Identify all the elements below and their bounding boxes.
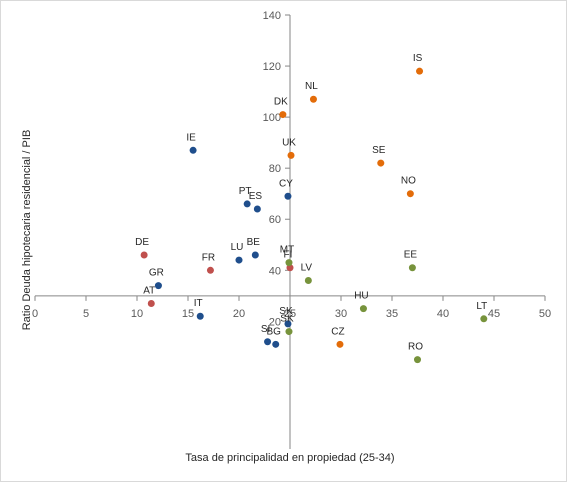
x-axis-title: Tasa de principalidad en propiedad (25-3… [185, 452, 394, 464]
data-point-lt [480, 315, 488, 323]
point-label-lt: LT [476, 301, 487, 312]
y-tick-label: 60 [269, 214, 281, 226]
data-point-ie [189, 146, 197, 154]
point-label-uk: UK [282, 137, 296, 148]
x-tick-label: 50 [539, 308, 551, 320]
x-tick-label: 40 [437, 308, 449, 320]
data-point-dk [279, 111, 287, 119]
point-label-fi: FI [284, 250, 293, 261]
y-tick-label: 20 [269, 316, 281, 328]
point-label-at: AT [143, 285, 155, 296]
data-point-si [264, 338, 272, 346]
x-tick-label: 35 [386, 308, 398, 320]
x-tick-label: 5 [83, 308, 89, 320]
data-point-ro [414, 356, 421, 364]
data-point-es [253, 205, 261, 213]
y-tick-label: 100 [263, 112, 281, 124]
data-point-fr [206, 266, 214, 274]
x-tick-label: 15 [182, 308, 194, 320]
point-label-fr: FR [202, 252, 215, 263]
point-label-gr: GR [149, 268, 164, 279]
point-label-ro: RO [408, 342, 423, 353]
data-points [140, 67, 488, 364]
x-tick-label: 30 [335, 308, 347, 320]
y-tick-label: 80 [269, 163, 281, 175]
x-tick-label: 10 [131, 308, 143, 320]
point-label-mt: MT [280, 245, 294, 256]
point-label-nl: NL [305, 81, 318, 92]
data-point-bg [272, 340, 280, 348]
point-label-dk: DK [274, 97, 288, 108]
point-label-hu: HU [354, 291, 368, 302]
y-tick-label: 120 [263, 61, 281, 73]
data-point-sk [284, 320, 292, 328]
point-label-ee: EE [404, 250, 418, 261]
x-tick-label: 0 [32, 308, 38, 320]
data-point-cz [336, 340, 344, 348]
point-label-ie: IE [186, 132, 196, 143]
data-point-nl [309, 95, 317, 103]
data-point-no [406, 190, 414, 198]
point-label-si: SI [261, 324, 270, 335]
point-label-de: DE [135, 237, 149, 248]
x-tick-label: 20 [233, 308, 245, 320]
point-label-es: ES [249, 191, 263, 202]
data-point-cy [284, 192, 292, 200]
point-label-cz: CZ [331, 326, 344, 337]
data-point-se [377, 159, 385, 167]
x-tick-label: 25 [284, 308, 296, 320]
point-label-be: BE [247, 237, 261, 248]
data-point-mt [285, 259, 293, 267]
data-point-gr [154, 282, 162, 290]
point-label-lu: LU [231, 242, 244, 253]
data-point-lv [304, 277, 312, 285]
point-label-it: IT [194, 298, 203, 309]
data-point-at [147, 299, 155, 307]
y-tick-label: 40 [269, 265, 281, 277]
point-label-lv: LV [301, 263, 313, 274]
point-label-no: NO [401, 176, 416, 187]
data-point-hu [359, 305, 367, 313]
y-axis-title: Ratio Deuda hipotecaria residencial / PI… [21, 130, 33, 331]
point-label-se: SE [372, 145, 386, 156]
data-point-sk [285, 328, 293, 336]
data-point-de [140, 251, 148, 259]
data-point-is [416, 67, 424, 75]
data-point-ee [408, 264, 416, 272]
point-label-is: IS [413, 53, 423, 64]
point-label-sk: SK [279, 306, 293, 317]
data-point-lu [235, 256, 243, 264]
point-label-pt: PT [239, 186, 252, 197]
point-label-sk: SK [280, 314, 294, 325]
x-tick-label: 45 [488, 308, 500, 320]
data-point-pt [243, 200, 251, 208]
y-tick-label: 140 [263, 10, 281, 22]
data-point-it [196, 312, 204, 320]
point-label-bg: BG [266, 326, 281, 337]
data-point-be [251, 251, 259, 259]
data-point-uk [287, 151, 295, 159]
point-label-cy: CY [279, 178, 293, 189]
